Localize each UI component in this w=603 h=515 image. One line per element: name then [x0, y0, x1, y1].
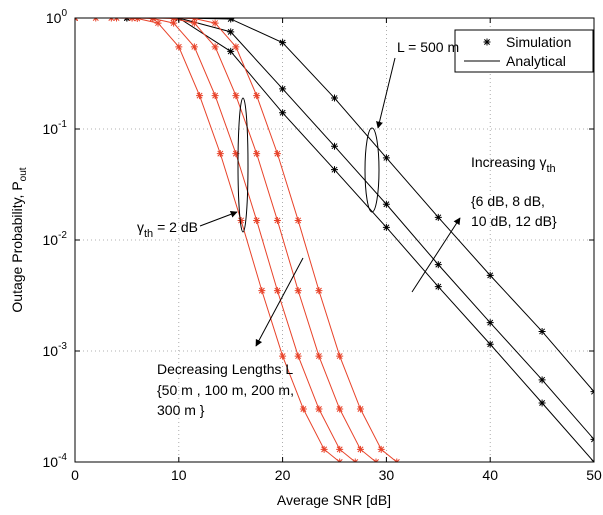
marker	[232, 150, 240, 158]
marker	[175, 43, 183, 51]
marker	[382, 154, 390, 162]
annotation: Decreasing Lengths L	[157, 361, 293, 377]
arrow	[199, 210, 238, 227]
marker	[331, 142, 338, 150]
marker	[538, 399, 546, 407]
marker	[331, 94, 338, 102]
marker	[377, 445, 385, 453]
marker	[356, 445, 364, 453]
marker	[258, 287, 266, 295]
marker	[331, 166, 338, 174]
y-tick-label: 10-2	[43, 230, 68, 248]
arrow	[376, 57, 396, 129]
marker	[336, 352, 344, 360]
marker	[486, 271, 494, 279]
x-tick-label: 50	[586, 467, 602, 483]
y-tick-label: 10-4	[43, 452, 68, 470]
marker	[336, 445, 344, 453]
marker	[211, 19, 219, 27]
marker	[273, 287, 281, 295]
x-tick-label: 0	[71, 467, 79, 483]
annotation: L = 500 m	[397, 39, 459, 55]
marker	[190, 43, 198, 51]
marker	[279, 109, 287, 117]
marker	[382, 200, 390, 208]
marker	[227, 47, 235, 55]
legend	[454, 29, 594, 73]
annotation: 10 dB, 12 dB}	[471, 213, 557, 229]
annotation: {50 m , 100 m, 200 m,	[157, 382, 294, 398]
ellipse	[364, 127, 380, 213]
marker	[196, 92, 204, 100]
annotation: 300 m }	[157, 402, 205, 418]
marker	[382, 223, 390, 231]
marker	[279, 39, 287, 47]
x-tick-label: 40	[482, 467, 498, 483]
y-tick-label: 10-3	[43, 341, 68, 359]
legend-label: Analytical	[506, 53, 566, 69]
marker	[273, 150, 281, 158]
marker	[299, 405, 307, 413]
x-tick-label: 30	[379, 467, 395, 483]
ellipse	[237, 97, 249, 233]
marker	[294, 216, 302, 224]
marker	[211, 92, 219, 100]
marker	[538, 376, 546, 384]
marker	[434, 261, 442, 269]
marker	[294, 287, 302, 295]
marker	[190, 19, 198, 27]
marker	[273, 216, 281, 224]
x-tick-label: 20	[275, 467, 291, 483]
marker	[315, 287, 323, 295]
marker	[232, 92, 240, 100]
marker	[227, 28, 235, 36]
marker	[279, 352, 287, 360]
marker	[320, 445, 328, 453]
marker	[253, 150, 261, 158]
marker	[434, 283, 442, 291]
legend-marker	[483, 38, 491, 46]
legend-label: Simulation	[506, 34, 571, 50]
annotation: γth = 2 dB	[137, 219, 198, 240]
marker	[237, 216, 245, 224]
marker	[315, 352, 323, 360]
marker	[434, 213, 442, 221]
marker	[232, 43, 240, 51]
marker	[253, 92, 261, 100]
y-tick-label: 100	[46, 8, 68, 26]
marker	[216, 150, 224, 158]
arrow	[255, 257, 304, 347]
marker	[486, 319, 494, 327]
marker	[486, 340, 494, 348]
marker	[294, 352, 302, 360]
annotation: Increasing γth	[471, 154, 556, 175]
marker	[211, 43, 219, 51]
x-tick-label: 10	[171, 467, 187, 483]
marker	[227, 18, 235, 23]
arrow	[411, 217, 461, 293]
annotation: {6 dB, 8 dB,	[471, 193, 545, 209]
x-axis-label: Average SNR [dB]	[277, 492, 391, 508]
marker	[336, 405, 344, 413]
marker	[154, 19, 162, 27]
marker	[170, 19, 178, 27]
y-axis-label: Outage Probability, Pout	[9, 167, 29, 312]
marker	[253, 216, 261, 224]
marker	[315, 405, 323, 413]
marker	[279, 85, 287, 93]
marker	[538, 327, 546, 335]
y-tick-label: 10-1	[43, 119, 68, 137]
marker	[356, 405, 364, 413]
